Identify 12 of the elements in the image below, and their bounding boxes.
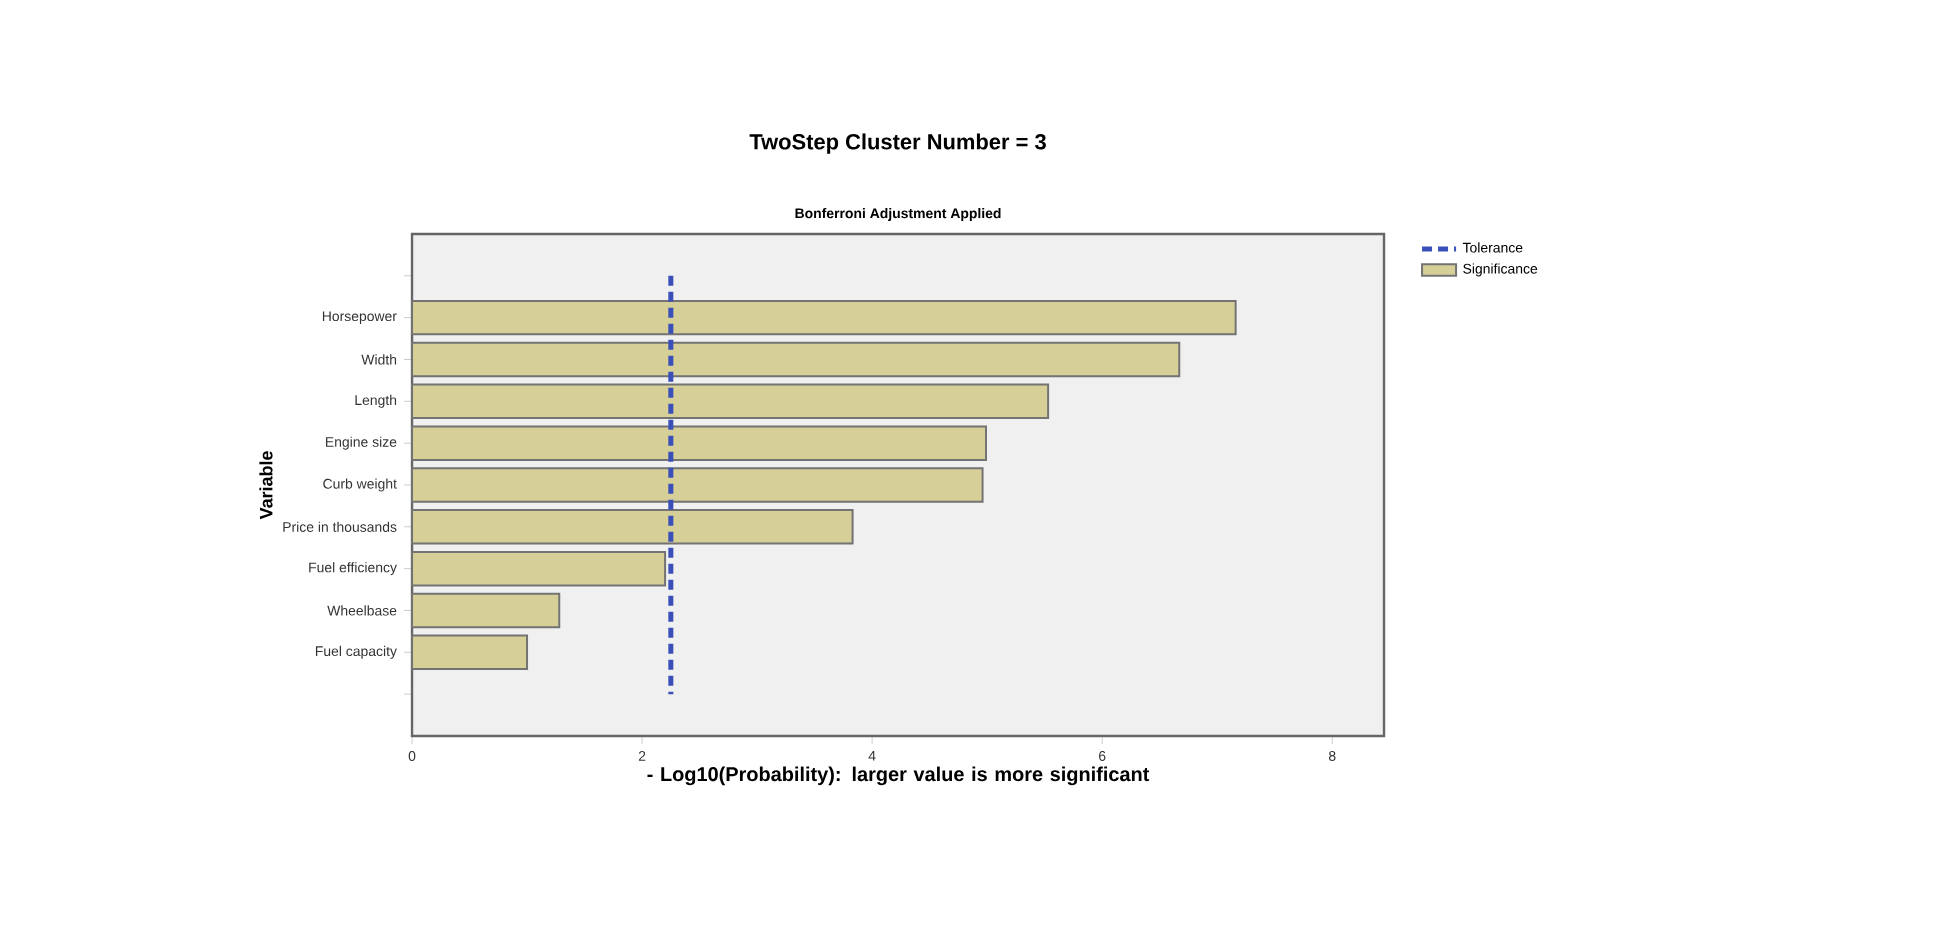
bar — [411, 383, 1050, 420]
bar — [411, 299, 1237, 336]
bar — [411, 592, 561, 629]
bar — [411, 509, 854, 545]
x-axis-title: - Log10(Probability): larger value is more significant — [647, 766, 1150, 786]
bar — [411, 634, 529, 671]
bar — [411, 550, 667, 587]
bar — [411, 341, 1181, 378]
bar — [411, 467, 984, 503]
y-axis-title: Variable — [259, 451, 273, 520]
chart-title: TwoStep Cluster Number = 3 — [749, 133, 1046, 154]
bar — [411, 425, 988, 461]
